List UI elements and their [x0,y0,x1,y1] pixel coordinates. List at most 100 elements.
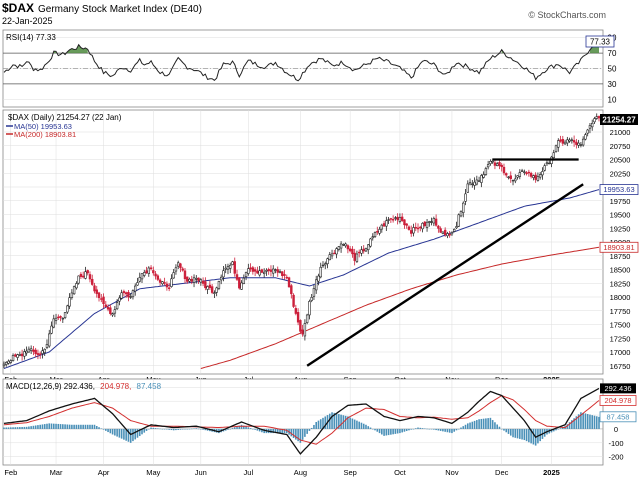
macd-hist-bar [460,427,462,429]
macd-hist-bar [301,428,304,440]
macd-hist-bar [50,423,53,429]
candle-body [416,227,420,230]
candle-body [407,226,411,230]
macd-hist-bar [317,420,320,429]
candle-body [201,280,205,284]
candle-body [247,268,250,274]
macd-hist-bar [48,423,51,429]
macd-hist-bar [197,428,200,430]
candle-body [369,238,372,247]
candle-body [457,214,460,227]
candle-body [346,245,350,250]
macd-hist-bar [132,428,134,442]
candle-body [443,229,447,235]
candle-body [563,141,567,145]
macd-hist-bar [304,428,306,437]
macd-hist-bar [206,428,209,431]
candle-body [303,323,307,337]
price-tick-label: 17500 [610,321,631,330]
macd-hist-bar [446,428,449,433]
candle-body [222,270,225,278]
macd-hist-bar [532,428,535,445]
macd-hist-bar [412,428,415,430]
macd-hist-bar [399,428,401,434]
macd-hist-bar [281,428,284,434]
macd-hist-bar [340,414,342,429]
macd-hist-bar [331,412,333,429]
macd-hist-bar [448,428,451,433]
candle-body [154,273,157,277]
candle-body [561,139,565,144]
macd-hist-bar [322,417,324,429]
candle-body [163,282,166,284]
candle-body [285,276,288,279]
price-tick-label: 18000 [610,293,631,302]
macd-hist-bar [360,422,363,429]
last-price-box [600,114,638,125]
macd-hist-bar [358,421,360,429]
macd-tick-label: -100 [608,439,623,448]
ma50-legend: MA(50) 19953.63 [14,122,72,131]
macd-hist-bar [476,420,478,429]
macd-hist-bar [93,424,96,429]
candle-body [88,274,92,280]
ma50-value-box [599,184,639,195]
candle-body [591,122,594,128]
support-trendline [306,183,584,367]
macd-hist-bar [394,428,397,434]
candle-body [502,166,506,174]
candle-body [143,272,146,276]
macd-hist-bar [64,424,66,429]
macd-hist-bar [23,426,26,429]
macd-hist-bar [5,427,8,429]
candle-body [317,275,320,282]
macd-hist-bar [299,428,302,443]
macd-hist-bar [310,427,313,429]
candle-body [32,349,35,352]
macd-hist-bar [245,426,247,429]
candle-body [210,286,214,293]
macd-hist-bar [256,428,259,431]
macd-hist-bar [272,428,275,434]
candle-body [75,283,78,289]
price-tick-label: 21000 [610,128,631,137]
macd-hist-bar [523,428,526,441]
macd-hist-bar [378,428,381,434]
candle-body [260,269,264,273]
price-tick-label: 19500 [610,211,631,220]
macd-hist-bar [75,424,78,429]
macd-hist-bar [575,416,578,429]
candle-body [167,287,171,289]
candle-body [480,175,483,183]
candle-body [430,221,433,223]
macd-hist-bar [274,428,277,434]
macd-hist-bar [202,428,204,430]
candle-body [450,231,454,235]
candle-body [545,162,549,165]
candle-body [172,272,175,279]
candle-body [459,211,463,217]
macd-legend-macd: MACD(12,26,9) 292.436, [6,382,95,391]
macd-x-label: Apr [98,468,110,477]
macd-hist-bar [166,428,168,430]
candle-body [387,219,390,221]
candle-body [140,273,144,280]
macd-value-box [600,383,636,394]
candle-body [532,175,535,178]
candle-body [455,226,458,229]
macd-hist-bar [82,424,84,429]
candle-body [305,314,309,323]
macd-hist-bar [179,428,182,430]
candle-body [156,275,160,280]
signal-value-label: 204.978 [604,396,631,405]
macd-hist-bar [324,416,327,429]
candle-body [115,302,119,310]
candle-body [400,216,404,221]
macd-hist-bar [584,413,587,429]
macd-hist-bar [306,428,308,434]
macd-hist-bar [505,428,508,433]
macd-hist-bar [30,426,32,429]
candle-body [48,333,51,347]
candle-body [548,162,551,165]
macd-hist-bar [150,427,152,429]
